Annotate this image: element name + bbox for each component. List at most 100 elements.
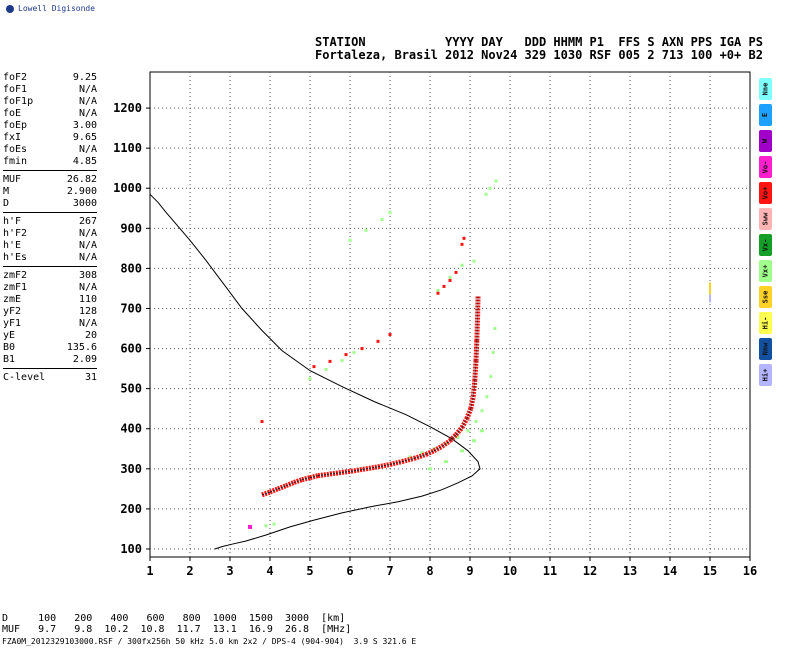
o-trace-dark-segment (353, 468, 367, 472)
param-row: h'F 267 (3, 216, 97, 228)
legend-label: E (761, 112, 770, 118)
o-trace-point (454, 270, 458, 274)
x-trace-point (348, 238, 352, 242)
y-tick-label: 500 (120, 382, 142, 396)
o-trace-point (376, 339, 380, 343)
param-value: 9.25 (72, 72, 97, 83)
param-name: fmin (3, 156, 28, 167)
y-tick-label: 300 (120, 462, 142, 476)
legend-item: Hi+ (759, 364, 772, 386)
o-trace-point (460, 242, 464, 246)
x-trace-point (489, 375, 493, 379)
param-separator (3, 368, 97, 369)
param-value: N/A (78, 240, 97, 251)
y-tick-label: 800 (120, 261, 142, 275)
x-trace-point (388, 210, 392, 214)
y-tick-label: 600 (120, 342, 142, 356)
param-row: yE 20 (3, 330, 97, 342)
y-tick-label: 200 (120, 502, 142, 516)
param-separator (3, 212, 97, 213)
y-tick-label: 900 (120, 221, 142, 235)
o-trace-dark-segment (449, 434, 457, 442)
legend-item: Sse (759, 286, 772, 308)
x-trace-point (494, 179, 498, 183)
legend-item: Sww (759, 208, 772, 230)
param-name: foEs (3, 144, 28, 155)
logo-text: Lowell Digisonde (18, 4, 96, 13)
param-value: 4.85 (72, 156, 97, 167)
o-trace-dark-segment (277, 485, 287, 490)
param-row: h'F2 N/A (3, 228, 97, 240)
param-separator (3, 170, 97, 171)
param-name: D (3, 198, 10, 209)
param-row: zmF1 N/A (3, 282, 97, 294)
legend-label: Nnw (761, 342, 770, 356)
x-trace-point (480, 409, 484, 413)
x-tick-label: 6 (346, 564, 353, 578)
y-tick-label: 1100 (113, 141, 142, 155)
param-value: 135.6 (66, 342, 97, 353)
param-name: fxI (3, 132, 22, 143)
param-value: N/A (78, 144, 97, 155)
param-name: zmF1 (3, 282, 28, 293)
legend-label: Vo+ (761, 186, 770, 200)
o-trace-point (360, 347, 364, 351)
o-trace-point (442, 284, 446, 288)
param-row: zmF2 308 (3, 270, 97, 282)
x-tick-label: 3 (226, 564, 233, 578)
param-name: h'F2 (3, 228, 28, 239)
param-value: 31 (84, 372, 97, 383)
x-trace-point (428, 467, 432, 471)
o-trace-dark-segment (389, 461, 403, 465)
x-trace-point (448, 275, 452, 279)
x-tick-label: 10 (503, 564, 517, 578)
x-trace-point (460, 263, 464, 267)
y-tick-label: 100 (120, 542, 142, 556)
x-trace-point (474, 420, 478, 424)
x-tick-label: 12 (583, 564, 597, 578)
x-trace-point (491, 351, 495, 355)
param-row: fxI 9.65 (3, 132, 97, 144)
x-trace-point (488, 186, 492, 190)
x-trace-point (340, 359, 344, 363)
param-name: C-level (3, 372, 46, 383)
legend-item: Nnw (759, 338, 772, 360)
legend-label: Vo- (761, 160, 770, 174)
o-trace-point (260, 420, 264, 424)
legend-item: W (759, 130, 772, 152)
x-trace-point (436, 288, 440, 292)
o-trace-dark-segment (475, 340, 478, 361)
o-trace-dark-segment (476, 316, 479, 341)
param-separator (3, 266, 97, 267)
x-tick-label: 14 (663, 564, 677, 578)
header-line-2: Fortaleza, Brasil 2012 Nov24 329 1030 RS… (315, 48, 763, 62)
y-tick-label: 1000 (113, 181, 142, 195)
polarization-legend: Nne E W Vo- Vo+ Sww Vx- Vx+ Sse Hi- Nnw Hi+ (759, 78, 772, 386)
param-value: 9.65 (72, 132, 97, 143)
x-trace-point (272, 522, 276, 526)
legend-label: Nne (761, 82, 770, 96)
y-tick-label: 400 (120, 422, 142, 436)
param-value: 2.09 (72, 354, 97, 365)
x-trace-point (264, 524, 268, 528)
x-tick-label: 13 (623, 564, 637, 578)
x-tick-label: 2 (186, 564, 193, 578)
param-name: foEp (3, 120, 28, 131)
o-trace-dark-segment (341, 470, 355, 473)
legend-label: Hi+ (761, 368, 770, 382)
electron-density-profile (150, 193, 481, 550)
x-tick-label: 4 (266, 564, 273, 578)
param-value: 308 (78, 270, 97, 281)
header-line-1: STATION YYYY DAY DDD HHMM P1 FFS S AXN P… (315, 35, 763, 49)
o-trace-dark-segment (293, 479, 303, 483)
distance-row: D 100 200 400 600 800 1000 1500 3000 [km… (2, 613, 346, 624)
param-name: foF1 (3, 84, 28, 95)
o-trace-dark-segment (261, 491, 271, 496)
footer-info: FZA0M_2012329103000.RSF / 300fx256h 50 k… (2, 637, 417, 646)
legend-item: E (759, 104, 772, 126)
legend-item: Nne (759, 78, 772, 100)
x-trace-point (456, 436, 460, 440)
o-trace-point-highlight (248, 524, 252, 529)
param-name: yF2 (3, 306, 22, 317)
x-tick-label: 11 (543, 564, 557, 578)
